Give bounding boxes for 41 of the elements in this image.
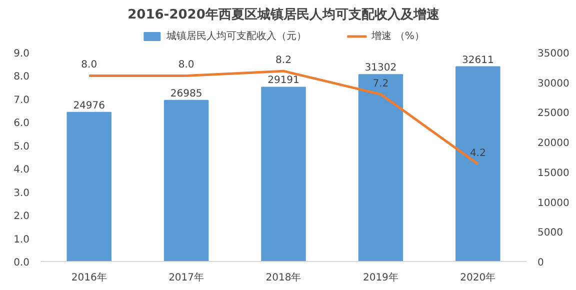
- y-tick-label: 2.0: [14, 211, 30, 222]
- legend-label: 城镇居民人均可支配收入（元）: [166, 30, 307, 42]
- y2-tick-label: 35000: [538, 48, 570, 60]
- y2-tick-label: 20000: [538, 138, 570, 150]
- y-tick-label: 4.0: [14, 164, 30, 176]
- data-label: 8.0: [178, 60, 194, 71]
- y-tick-label: 0.0: [14, 258, 30, 268]
- x-tick-label: 2018年: [266, 272, 302, 284]
- y-tick-label: 7.0: [14, 94, 30, 106]
- y-tick-label: 9.0: [14, 48, 30, 60]
- data-label: 29191: [268, 75, 300, 86]
- y2-tick-label: 15000: [538, 168, 570, 179]
- y2-tick-label: 0: [538, 258, 544, 268]
- y2-tick-label: 5000: [538, 228, 563, 239]
- data-label: 7.2: [372, 78, 389, 90]
- data-label: 24976: [73, 100, 106, 112]
- y-tick-label: 5.0: [14, 141, 30, 152]
- y2-tick-label: 30000: [538, 78, 570, 90]
- x-tick-label: 2020年: [460, 272, 496, 284]
- bar: [358, 74, 404, 262]
- y2-tick-label: 10000: [538, 198, 570, 209]
- bar: [261, 86, 306, 262]
- data-label: 8.0: [81, 60, 98, 71]
- y2-tick-label: 25000: [538, 108, 570, 120]
- data-label: 32611: [462, 54, 494, 66]
- chart-title: 2016-2020年西夏区城镇居民人均可支配收入及增速: [128, 6, 440, 22]
- y-tick-label: 1.0: [14, 234, 30, 246]
- x-tick-label: 2016年: [71, 272, 107, 284]
- y-tick-label: 6.0: [14, 118, 30, 130]
- x-tick-label: 2019年: [362, 272, 398, 284]
- legend-label: 增速 （%）: [372, 30, 424, 42]
- bar: [164, 100, 209, 262]
- y-tick-label: 8.0: [14, 72, 30, 83]
- y-tick-label: 3.0: [14, 188, 30, 199]
- bar: [66, 112, 112, 262]
- bar: [456, 66, 500, 262]
- x-tick-label: 2017年: [168, 272, 204, 284]
- data-label: 31302: [364, 62, 397, 74]
- data-label: 8.2: [276, 55, 292, 66]
- data-label: 26985: [170, 88, 202, 100]
- data-label: 4.2: [470, 148, 486, 159]
